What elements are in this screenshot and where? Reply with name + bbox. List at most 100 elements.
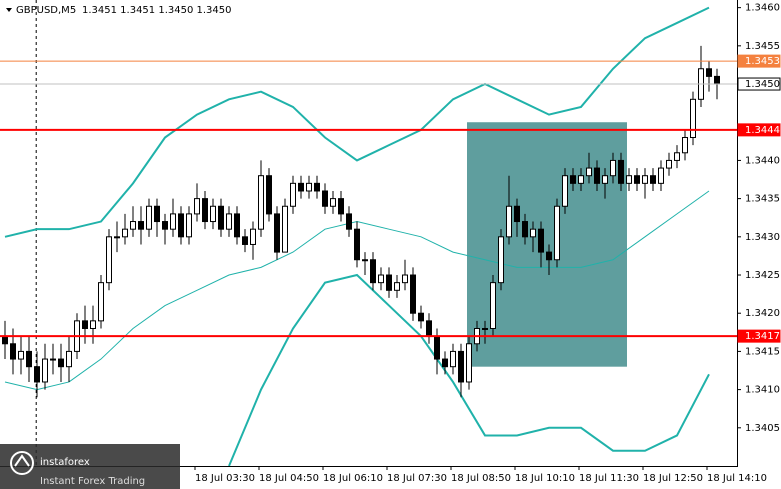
candle-body — [50, 358, 56, 361]
candle-body — [18, 350, 24, 360]
candle-body — [402, 274, 408, 284]
y-tick-label: 1.3440 — [745, 155, 780, 166]
zone — [467, 122, 627, 367]
candle-body — [458, 350, 464, 383]
x-tick-label: 18 Jul 03:30 — [195, 473, 255, 484]
candle-body — [562, 175, 568, 207]
candle-body — [386, 274, 392, 291]
candle-body — [338, 198, 344, 215]
candle-body — [106, 236, 112, 284]
x-tick-label: 18 Jul 06:10 — [323, 473, 383, 484]
candle-body — [482, 327, 488, 330]
candle-body — [194, 198, 200, 215]
candle-body — [658, 167, 664, 184]
x-tick-label: 18 Jul 04:50 — [259, 473, 319, 484]
candle-body — [546, 251, 552, 261]
candle-body — [122, 228, 128, 238]
candle-body — [226, 213, 232, 230]
level-box — [737, 77, 781, 91]
x-tick-label: 18 Jul 10:10 — [515, 473, 575, 484]
x-tick-label: 18 Jul 08:50 — [451, 473, 511, 484]
candle-body — [58, 358, 64, 368]
candle-body — [666, 159, 672, 169]
level-box — [737, 329, 781, 343]
candle-body — [298, 182, 304, 192]
level-box — [737, 123, 781, 137]
candle-body — [162, 221, 168, 230]
candle-body — [258, 175, 264, 230]
candle-body — [26, 350, 32, 368]
x-tick-label: 18 Jul 12:50 — [643, 473, 703, 484]
candle-body — [186, 213, 192, 238]
candle-body — [514, 205, 520, 223]
candle-body — [442, 358, 448, 368]
x-tick-label: 18 Jul 14:10 — [707, 473, 767, 484]
watermark: instaforex Instant Forex Trading — [0, 444, 180, 489]
candle-body — [306, 182, 312, 192]
candle-body — [130, 221, 136, 230]
candle-body — [650, 175, 656, 184]
candle-body — [82, 320, 88, 329]
y-tick-label: 1.3415 — [745, 346, 780, 357]
x-tick-label: 18 Jul 07:30 — [387, 473, 447, 484]
candle-body — [354, 228, 360, 261]
slogan: Instant Forex Trading — [40, 476, 145, 487]
candle-body — [586, 167, 592, 177]
candle-body — [242, 236, 248, 245]
candle-body — [210, 205, 216, 223]
y-tick-label: 1.3410 — [745, 385, 780, 396]
candle-body — [362, 259, 368, 262]
candle-body — [394, 282, 400, 291]
candle-body — [706, 68, 712, 77]
candle-body — [42, 358, 48, 383]
candle-body — [466, 343, 472, 383]
candle-body — [370, 259, 376, 284]
candle-body — [682, 137, 688, 154]
candle-body — [450, 350, 456, 368]
candle-body — [426, 320, 432, 337]
watermark-bg — [0, 444, 180, 489]
candle-body — [202, 198, 208, 223]
candle-body — [626, 175, 632, 184]
candle-body — [674, 152, 680, 161]
candle-body — [714, 75, 720, 85]
level-label: 1.3444 — [745, 125, 780, 136]
candle-body — [34, 366, 40, 383]
symbol: GBPUSD,M5 — [16, 5, 76, 16]
y-tick-label: 1.3420 — [745, 308, 780, 319]
candle-body — [594, 167, 600, 184]
candle-body — [322, 190, 328, 207]
level-label: 1.3417 — [745, 331, 780, 342]
candle-body — [98, 282, 104, 322]
candle-body — [282, 205, 288, 253]
candle-body — [490, 282, 496, 329]
candle-body — [66, 350, 72, 368]
candle-body — [538, 228, 544, 253]
level-label: 1.3450 — [745, 79, 780, 90]
candle-body — [378, 274, 384, 284]
candle-body — [114, 236, 120, 239]
candle-body — [170, 213, 176, 230]
candle-body — [218, 205, 224, 230]
candle-body — [2, 335, 8, 345]
candle-body — [290, 182, 296, 207]
level-box — [737, 54, 781, 68]
y-tick-label: 1.3430 — [745, 232, 780, 243]
level-label: 1.3453 — [745, 56, 780, 67]
candle-body — [498, 236, 504, 284]
candle-body — [530, 228, 536, 238]
quote: 1.3451 1.3451 1.3450 1.3450 — [82, 5, 232, 16]
candle-body — [578, 175, 584, 184]
candle-body — [610, 159, 616, 177]
candle-body — [274, 213, 280, 253]
candle-body — [266, 175, 272, 215]
x-tick-label: 18 Jul 11:30 — [579, 473, 639, 484]
y-tick-label: 1.3405 — [745, 423, 780, 434]
candle-body — [138, 221, 144, 230]
candle-body — [250, 228, 256, 245]
logo-ring — [10, 451, 34, 475]
y-tick-label: 1.3455 — [745, 41, 780, 52]
candle-body — [522, 221, 528, 238]
